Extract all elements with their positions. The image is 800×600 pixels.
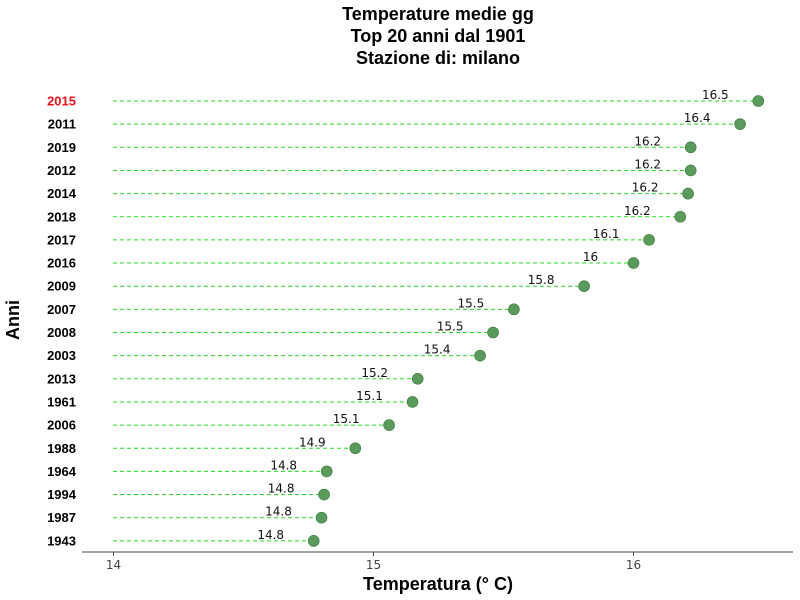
data-point-1994 xyxy=(318,488,330,501)
data-label-2013: 15.2 xyxy=(361,366,388,380)
data-point-1961 xyxy=(406,396,419,408)
data-point-2012 xyxy=(684,164,697,177)
data-point-2017 xyxy=(643,234,655,246)
data-point-1988 xyxy=(349,442,362,455)
chart-title-line-1: Temperature medie gg xyxy=(342,4,534,24)
data-point-2018 xyxy=(674,210,687,223)
x-axis-ticks: 14 15 16 xyxy=(106,552,641,572)
x-tick-label-15: 15 xyxy=(366,558,381,572)
y-tick-label-2007: 2007 xyxy=(47,302,76,317)
data-point-2016 xyxy=(627,257,640,269)
data-point-1964 xyxy=(320,465,333,478)
data-label-1943: 14.8 xyxy=(257,528,284,542)
data-label-2017: 16.1 xyxy=(593,227,620,241)
data-label-2016: 16 xyxy=(583,250,598,264)
data-point-2009 xyxy=(578,280,590,293)
plot-area: 2015 16.5 2011 16.4 2019 16.2 2012 16.2 2014 16.2… xyxy=(47,88,765,548)
y-tick-label-2013: 2013 xyxy=(47,371,76,386)
y-tick-label-2011: 2011 xyxy=(48,117,76,132)
data-point-2019 xyxy=(684,141,697,154)
y-tick-label-2016: 2016 xyxy=(47,256,76,271)
chart-title-line-3: Stazione di: milano xyxy=(356,48,520,68)
y-tick-label-2003: 2003 xyxy=(47,348,76,363)
x-tick-label-14: 14 xyxy=(106,558,121,572)
data-point-1943 xyxy=(307,535,320,547)
data-point-2008 xyxy=(487,326,499,339)
y-tick-label-2018: 2018 xyxy=(47,209,76,224)
y-tick-label-2009: 2009 xyxy=(47,279,76,294)
data-label-2007: 15.5 xyxy=(458,296,485,310)
y-tick-label-1994: 1994 xyxy=(47,487,77,502)
data-point-2013 xyxy=(411,372,424,385)
data-point-2011 xyxy=(734,118,746,130)
y-tick-label-2008: 2008 xyxy=(47,325,76,340)
data-point-2003 xyxy=(474,349,486,362)
data-label-2011: 16.4 xyxy=(684,111,711,125)
y-tick-label-2006: 2006 xyxy=(47,418,76,433)
y-tick-label-1943: 1943 xyxy=(47,533,76,548)
data-label-1964: 14.8 xyxy=(270,458,297,472)
data-point-2007 xyxy=(508,303,520,316)
data-label-2018: 16.2 xyxy=(624,204,651,218)
y-tick-label-1988: 1988 xyxy=(47,441,76,456)
data-label-1961: 15.1 xyxy=(356,389,383,403)
data-label-1988: 14.9 xyxy=(299,435,326,449)
data-label-2009: 15.8 xyxy=(528,273,555,287)
y-tick-label-1987: 1987 xyxy=(47,510,76,525)
data-point-1987 xyxy=(315,511,328,524)
y-tick-label-2012: 2012 xyxy=(47,163,76,178)
data-label-2006: 15.1 xyxy=(333,412,360,426)
data-label-1987: 14.8 xyxy=(265,505,292,519)
data-point-2006 xyxy=(383,419,395,431)
y-tick-label-2014: 2014 xyxy=(47,186,77,201)
data-label-2014: 16.2 xyxy=(632,181,659,195)
data-point-2015 xyxy=(752,95,765,107)
data-label-2012: 16.2 xyxy=(634,157,661,171)
y-tick-label-1961: 1961 xyxy=(47,394,76,409)
y-tick-label-2015: 2015 xyxy=(47,94,76,109)
x-axis-title: Temperatura (° C) xyxy=(363,574,513,594)
data-label-2008: 15.5 xyxy=(437,320,464,334)
chart-title-line-2: Top 20 anni dal 1901 xyxy=(351,26,526,46)
y-tick-label-2019: 2019 xyxy=(47,140,76,155)
y-axis-title: Anni xyxy=(3,300,23,340)
data-label-2019: 16.2 xyxy=(634,134,661,148)
x-tick-label-16: 16 xyxy=(626,558,641,572)
data-label-2003: 15.4 xyxy=(424,343,451,357)
data-label-1994: 14.8 xyxy=(268,482,295,496)
y-tick-label-1964: 1964 xyxy=(47,464,77,479)
y-tick-label-2017: 2017 xyxy=(47,232,76,247)
data-point-2014 xyxy=(682,187,694,200)
data-label-2015: 16.5 xyxy=(702,88,729,102)
